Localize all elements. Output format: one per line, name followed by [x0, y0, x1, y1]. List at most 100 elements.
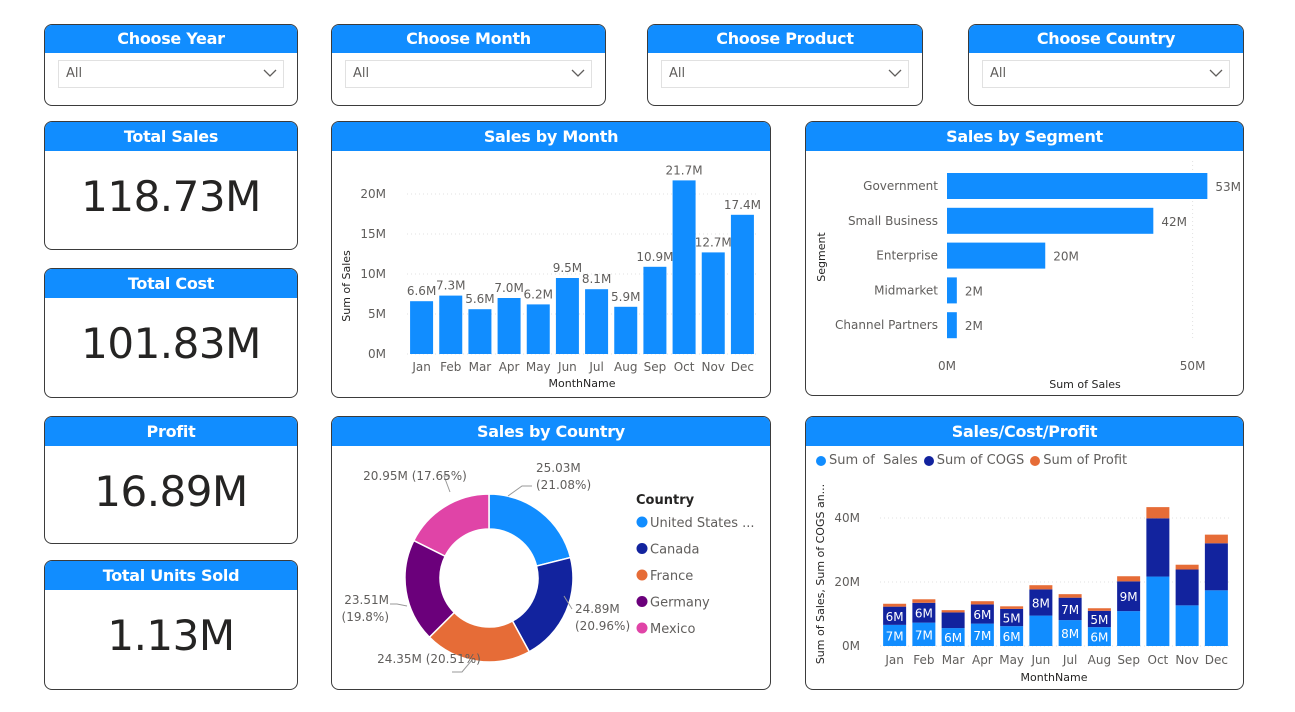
legend-sales-label[interactable]: Sum of Sales	[829, 453, 918, 468]
x-tick-label: Oct	[674, 360, 695, 374]
y-tick-label: 20M	[834, 575, 860, 589]
scp-legend: Sum of Sales Sum of COGS Sum of Profit	[816, 453, 1127, 468]
product-dropdown[interactable]: All	[661, 60, 909, 88]
legend-item-label[interactable]: Canada	[650, 543, 699, 558]
bar-oct[interactable]	[672, 180, 696, 354]
bar-dec-sales[interactable]	[1204, 590, 1228, 646]
data-label: 9.5M	[553, 261, 582, 275]
bar-sep[interactable]	[643, 266, 667, 354]
y-tick-label: 0M	[368, 347, 386, 361]
sales-by-month-chart[interactable]: 0M 5M 10M 15M 20M 6.6M Jan 7.3M Feb 5.6M Mar 7.0M Ap…	[332, 151, 771, 398]
legend-item-label[interactable]: Mexico	[650, 622, 695, 637]
bar-aug-sales[interactable]	[1087, 627, 1111, 646]
bar-midmarket[interactable]	[947, 277, 957, 304]
x-tick-label: Jul	[1062, 653, 1077, 667]
x-tick-label: May	[999, 653, 1024, 667]
y-axis-title: Segment	[815, 232, 828, 282]
bar-apr-sales[interactable]	[970, 623, 994, 646]
bar-sep-cogs[interactable]	[1117, 581, 1141, 612]
bar-jul-sales[interactable]	[1058, 620, 1082, 646]
legend-item-label[interactable]: Germany	[650, 596, 710, 611]
country-dropdown[interactable]: All	[982, 60, 1230, 88]
legend-dot	[636, 569, 648, 581]
bar-mar[interactable]	[468, 309, 492, 354]
bar-may-profit[interactable]	[1000, 606, 1024, 609]
bar-nov-cogs[interactable]	[1175, 569, 1199, 606]
product-dropdown-value: All	[669, 66, 686, 81]
bar-nov-sales[interactable]	[1175, 605, 1199, 646]
chevron-down-icon	[571, 69, 585, 77]
x-tick-label: Dec	[1205, 653, 1228, 667]
bar-may[interactable]	[526, 304, 550, 354]
x-tick-label: Mar	[942, 653, 965, 667]
chevron-down-icon	[1209, 69, 1223, 77]
bar-aug-cogs[interactable]	[1087, 610, 1111, 628]
month-dropdown[interactable]: All	[345, 60, 592, 88]
bar-sep-sales[interactable]	[1117, 611, 1141, 646]
bar-feb-cogs[interactable]	[912, 602, 936, 623]
bar-small-business[interactable]	[947, 207, 1154, 234]
bar-apr-cogs[interactable]	[970, 604, 994, 624]
year-dropdown[interactable]: All	[58, 60, 284, 88]
bar-mar-cogs[interactable]	[941, 612, 965, 629]
bar-mar-profit[interactable]	[941, 610, 965, 613]
bar-government[interactable]	[947, 173, 1208, 199]
legend-item-label[interactable]: France	[650, 569, 693, 584]
bar-dec-profit[interactable]	[1204, 534, 1228, 544]
sales-cost-profit-chart[interactable]: 0M 20M 40M 7M 6M Jan 7M 6M Feb 6M Mar 7M 6M Apr 6M 5M Ma…	[806, 476, 1244, 690]
legend-cogs-label[interactable]: Sum of COGS	[936, 453, 1025, 468]
bar-sep-profit[interactable]	[1117, 576, 1141, 582]
bar-feb-sales[interactable]	[912, 622, 936, 646]
legend-item-label[interactable]: United States ...	[650, 516, 755, 531]
bar-nov-profit[interactable]	[1175, 564, 1199, 570]
bar-mar-sales[interactable]	[941, 628, 965, 646]
data-label: 5M	[1090, 613, 1108, 627]
slice-mexico[interactable]	[412, 493, 490, 558]
bar-oct-profit[interactable]	[1146, 507, 1170, 519]
data-label: 8M	[1032, 596, 1050, 610]
bar-jun-profit[interactable]	[1029, 585, 1053, 590]
bar-apr[interactable]	[497, 298, 521, 354]
bar-jun-cogs[interactable]	[1029, 589, 1053, 616]
bar-aug-profit[interactable]	[1087, 608, 1111, 611]
category-label: Channel Partners	[835, 318, 938, 332]
data-label: 42M	[1161, 215, 1187, 229]
bar-jan-sales[interactable]	[883, 624, 907, 646]
bar-feb-profit[interactable]	[912, 599, 936, 603]
bar-apr-profit[interactable]	[970, 601, 994, 605]
bar-feb[interactable]	[439, 295, 463, 354]
bar-oct-sales[interactable]	[1146, 576, 1170, 646]
slicer-month-title: Choose Month	[332, 25, 605, 53]
bar-jan-cogs[interactable]	[883, 606, 907, 625]
x-tick-label: Aug	[614, 360, 637, 374]
kpi-profit: Profit 16.89M	[44, 416, 298, 544]
legend-title: Country	[636, 493, 695, 508]
bar-dec[interactable]	[730, 214, 754, 354]
sales-by-segment-chart[interactable]: Government 53M Small Business 42M Enterprise…	[806, 151, 1244, 396]
bar-channel-partners[interactable]	[947, 312, 957, 339]
legend-profit-label[interactable]: Sum of Profit	[1043, 453, 1128, 468]
category-label: Midmarket	[874, 283, 938, 297]
bar-jul-cogs[interactable]	[1058, 597, 1082, 621]
bar-aug[interactable]	[614, 306, 638, 354]
bar-jun[interactable]	[555, 278, 579, 354]
bar-jan-profit[interactable]	[883, 603, 907, 607]
sales-cost-profit-title: Sales/Cost/Profit	[806, 417, 1243, 446]
x-axis-title: MonthName	[1021, 671, 1088, 684]
kpi-total-sales-title: Total Sales	[45, 122, 297, 151]
bar-may-sales[interactable]	[1000, 626, 1024, 646]
slice-united-states[interactable]	[488, 493, 572, 567]
bar-enterprise[interactable]	[947, 242, 1046, 269]
bar-jul-profit[interactable]	[1058, 594, 1082, 598]
kpi-total-cost-value: 101.83M	[81, 319, 261, 368]
legend-profit-dot	[1030, 455, 1041, 466]
bar-oct-cogs[interactable]	[1146, 518, 1170, 577]
bar-may-cogs[interactable]	[1000, 608, 1024, 627]
bar-dec-cogs[interactable]	[1204, 543, 1228, 591]
bar-jul[interactable]	[585, 289, 609, 354]
bar-nov[interactable]	[701, 252, 725, 354]
bar-jun-sales[interactable]	[1029, 615, 1053, 646]
sales-by-country-chart[interactable]: 25.03M (21.08%) 24.89M (20.96%) 24.35M (20.5…	[332, 446, 771, 690]
data-label-pct: (21.08%)	[536, 478, 591, 492]
bar-jan[interactable]	[410, 301, 434, 354]
